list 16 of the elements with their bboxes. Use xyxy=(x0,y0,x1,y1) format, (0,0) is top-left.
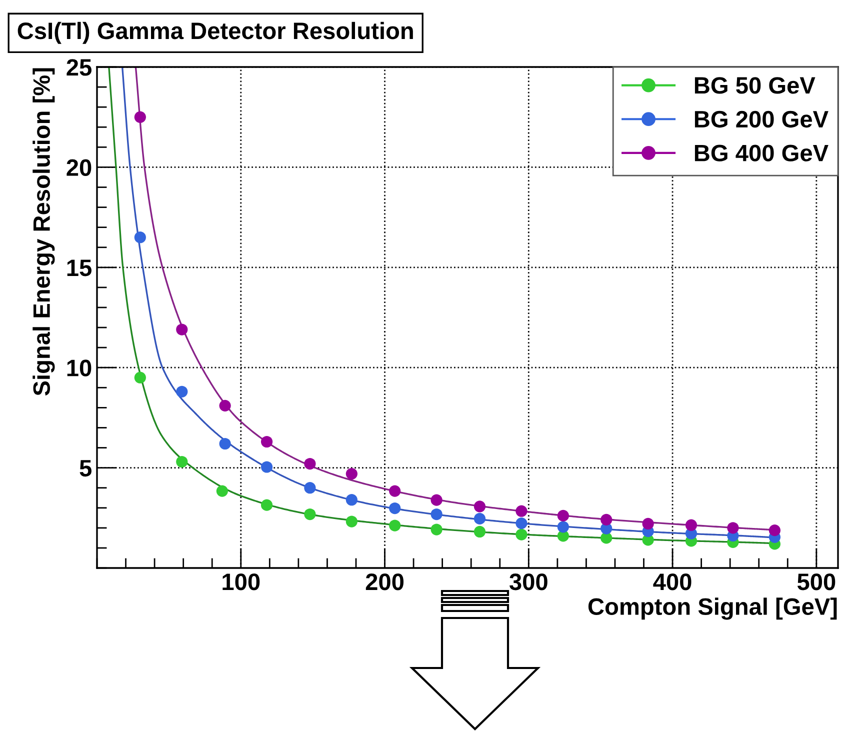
x-tick-label: 400 xyxy=(653,573,692,590)
x-tick-label: 500 xyxy=(797,573,836,590)
chart-title: CsI(Tl) Gamma Detector Resolution xyxy=(18,22,413,44)
y-tick-label: 10 xyxy=(67,360,92,376)
x-tick-label: 200 xyxy=(366,573,404,590)
y-tick-label: 25 xyxy=(66,59,92,76)
legend-label: BG 200 GeV xyxy=(694,110,828,128)
y-tick-label: 5 xyxy=(80,460,92,477)
x-tick-label: 100 xyxy=(222,573,260,590)
x-tick-label: 300 xyxy=(510,573,548,590)
y-tick-label: 20 xyxy=(66,159,92,176)
y-tick-label: 15 xyxy=(67,260,92,276)
legend-label: BG 400 GeV xyxy=(694,144,828,162)
x-axis-title: Compton Signal [GeV] xyxy=(588,598,837,620)
legend-label: BG 50 GeV xyxy=(694,77,816,94)
y-axis-title: Signal Energy Resolution [%] xyxy=(32,68,55,396)
